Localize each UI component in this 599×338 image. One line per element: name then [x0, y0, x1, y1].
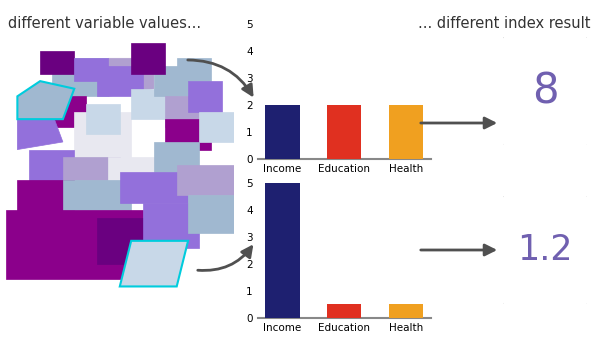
- Polygon shape: [97, 218, 165, 264]
- Polygon shape: [74, 112, 131, 157]
- Polygon shape: [29, 149, 74, 188]
- Bar: [328, 304, 361, 318]
- Polygon shape: [52, 58, 108, 96]
- FancyBboxPatch shape: [501, 35, 589, 147]
- Polygon shape: [17, 81, 74, 119]
- Polygon shape: [131, 43, 165, 74]
- Polygon shape: [154, 142, 199, 172]
- Polygon shape: [74, 58, 108, 81]
- Bar: [328, 105, 361, 159]
- Text: 1.2: 1.2: [518, 233, 573, 267]
- Polygon shape: [108, 58, 154, 96]
- Polygon shape: [165, 96, 199, 127]
- Polygon shape: [188, 195, 234, 233]
- Polygon shape: [177, 165, 234, 195]
- Polygon shape: [120, 241, 188, 287]
- Text: ... different index result: ... different index result: [419, 16, 591, 31]
- Polygon shape: [86, 104, 120, 134]
- Polygon shape: [63, 180, 131, 210]
- Polygon shape: [154, 66, 188, 96]
- FancyBboxPatch shape: [501, 194, 589, 306]
- Polygon shape: [108, 157, 165, 188]
- Text: 8: 8: [532, 70, 558, 112]
- Polygon shape: [6, 210, 143, 279]
- Polygon shape: [131, 89, 177, 119]
- Polygon shape: [63, 157, 120, 180]
- Polygon shape: [177, 58, 211, 81]
- Bar: [265, 105, 300, 159]
- Polygon shape: [40, 51, 74, 74]
- Polygon shape: [143, 203, 199, 248]
- Text: different variable values...: different variable values...: [8, 16, 201, 31]
- Polygon shape: [120, 172, 188, 203]
- Polygon shape: [17, 180, 74, 218]
- Bar: [389, 304, 423, 318]
- Polygon shape: [165, 119, 211, 149]
- Bar: [389, 105, 423, 159]
- Bar: [265, 183, 300, 318]
- Polygon shape: [17, 112, 63, 149]
- Polygon shape: [188, 81, 222, 112]
- Polygon shape: [97, 66, 143, 96]
- Polygon shape: [40, 96, 86, 127]
- Polygon shape: [199, 112, 234, 142]
